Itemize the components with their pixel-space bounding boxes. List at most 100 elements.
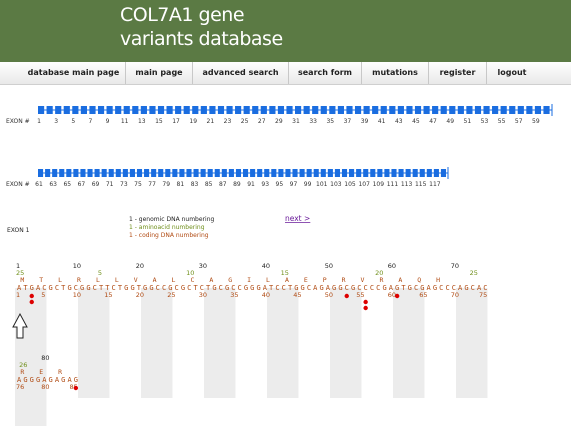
- genomic-tick-label: 50: [325, 262, 333, 270]
- nav-search-form[interactable]: search form: [289, 62, 362, 84]
- exon-block: [329, 106, 336, 114]
- dna-base: C: [200, 284, 204, 292]
- dna-base: G: [124, 284, 128, 292]
- amino-acid-letter: A: [209, 276, 213, 284]
- dna-base: G: [30, 284, 34, 292]
- exon-number-label: 69: [92, 181, 100, 188]
- dna-base: C: [55, 284, 59, 292]
- exon-block: [320, 169, 326, 177]
- exon-number-label: 31: [292, 118, 300, 125]
- sequence-shade-column: [393, 288, 425, 398]
- scroll-up-arrow-icon[interactable]: [12, 312, 28, 339]
- exon-block: [285, 169, 291, 177]
- exon-block: [432, 106, 439, 114]
- aminoacid-tick-label: 5: [98, 269, 102, 277]
- exon-block: [337, 106, 345, 114]
- genomic-tick-label: 10: [73, 262, 81, 270]
- exon-number-label: 43: [395, 118, 403, 125]
- dna-base: G: [294, 284, 298, 292]
- dna-base: T: [118, 284, 123, 292]
- exon-block: [389, 106, 396, 114]
- exon-block: [38, 106, 45, 114]
- exon-row-1: 1 3 5 7 9 11 13 15 17 19 21 23 25 27 29 31 33 35 37 39 41 43 4…: [37, 104, 553, 125]
- dna-base: C: [219, 284, 223, 292]
- dna-base: C: [74, 284, 78, 292]
- nav-mutations[interactable]: mutations: [362, 62, 429, 84]
- nav-database-main-page[interactable]: database main page: [22, 62, 126, 84]
- exon-block: [129, 169, 135, 177]
- dna-base: C: [357, 284, 361, 292]
- exon-number-label: 59: [532, 118, 540, 125]
- exon-block: [87, 169, 93, 177]
- exon-number-label: 81: [177, 181, 185, 188]
- exon-number-label: 55: [498, 118, 506, 125]
- exon-number-label: 13: [138, 118, 146, 125]
- dna-base: G: [433, 284, 437, 292]
- exon-block: [144, 169, 150, 177]
- exon-block: [346, 106, 353, 114]
- amino-acid-letter: I: [247, 276, 251, 284]
- next-link[interactable]: next >: [285, 214, 310, 223]
- genomic-tick-label: 40: [262, 262, 270, 270]
- exon-block: [200, 106, 207, 114]
- exon-block: [132, 106, 139, 114]
- exon-number-label: 109: [373, 181, 385, 188]
- exon-block: [243, 106, 250, 114]
- nav-logout[interactable]: logout: [497, 68, 527, 77]
- amino-acid-letter: E: [304, 276, 308, 284]
- coding-tick-label: 75: [479, 291, 487, 299]
- exon-block: [526, 106, 533, 114]
- exon-number-label: 15: [155, 118, 163, 125]
- legend-genomic: 1 - genomic DNA numbering: [129, 216, 214, 223]
- exon-block: [200, 169, 206, 177]
- exon-number-label: 3: [54, 118, 58, 125]
- nav-register[interactable]: register: [429, 62, 487, 84]
- exon-block: [228, 169, 234, 177]
- dna-base: A: [326, 284, 331, 292]
- aminoacid-tick-label: 15: [281, 269, 289, 277]
- exon-block: [45, 169, 51, 177]
- amino-acid-letter: T: [39, 276, 43, 284]
- exon-block: [38, 169, 44, 177]
- exon-block: [312, 106, 319, 114]
- exon-block: [423, 106, 430, 114]
- amino-acid-letter: Q: [417, 276, 421, 284]
- dna-base: A: [67, 376, 72, 384]
- exon-block: [457, 106, 464, 114]
- dna-base: C: [445, 284, 449, 292]
- top-navigation: database main page main page advanced se…: [0, 62, 571, 85]
- exon-block: [94, 169, 100, 177]
- exon-block: [406, 106, 413, 114]
- exon-block: [192, 106, 199, 114]
- coding-tick-label: 76: [16, 383, 24, 391]
- exon-block: [483, 106, 490, 114]
- nav-advanced-search[interactable]: advanced search: [193, 62, 289, 84]
- dna-base: G: [130, 284, 134, 292]
- amino-acid-letter: M: [20, 276, 24, 284]
- aminoacid-tick-label: 25: [470, 269, 478, 277]
- exon-block: [217, 106, 225, 114]
- mutation-marker: [363, 299, 368, 305]
- dna-base: T: [401, 284, 406, 292]
- exon-block: [517, 106, 524, 114]
- dna-base: G: [250, 284, 254, 292]
- amino-acid-letter: A: [398, 276, 402, 284]
- exon-block: [72, 106, 79, 114]
- exon-block: [264, 169, 270, 177]
- exon-block: [277, 106, 285, 114]
- dna-base: A: [458, 284, 463, 292]
- exon-block: [101, 169, 107, 177]
- exon-number-label: 63: [49, 181, 57, 188]
- dna-base: G: [408, 284, 412, 292]
- exon-block: [405, 169, 411, 177]
- genomic-tick-label: 60: [388, 262, 396, 270]
- aminoacid-tick-label: 25: [16, 269, 24, 277]
- nav-main-page[interactable]: main page: [126, 62, 193, 84]
- coding-tick-label: 40: [262, 291, 270, 299]
- dna-base: T: [99, 284, 104, 292]
- exon-number-label: 113: [401, 181, 413, 188]
- dna-base: C: [452, 284, 456, 292]
- amino-acid-letter: V: [134, 276, 138, 284]
- amino-acid-letter: L: [58, 276, 62, 284]
- dna-base: G: [80, 284, 84, 292]
